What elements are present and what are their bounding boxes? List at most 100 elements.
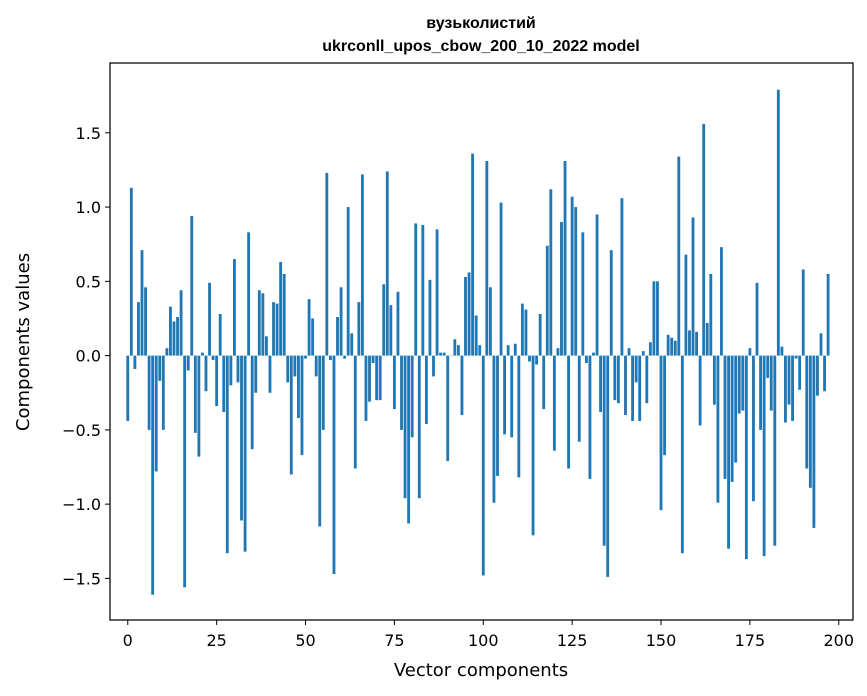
bar-65 [357, 302, 361, 356]
bar-149 [656, 281, 659, 356]
bar-115 [535, 355, 539, 365]
bar-114 [531, 355, 535, 536]
bar-109 [513, 343, 517, 356]
bar-113 [528, 355, 531, 362]
bar-141 [627, 348, 631, 356]
y-tick-label-2: −0.5 [62, 421, 101, 440]
bar-183 [776, 89, 780, 356]
bar-148 [652, 281, 656, 356]
y-tick-label-4: 0.5 [76, 272, 101, 291]
bar-89 [442, 352, 446, 356]
bar-162 [702, 123, 706, 356]
bar-49 [300, 355, 304, 456]
bar-71 [378, 355, 382, 401]
bars-group [126, 89, 830, 595]
bar-31 [236, 355, 240, 383]
bar-9 [158, 355, 162, 381]
bar-7 [151, 355, 155, 595]
bar-110 [517, 355, 521, 478]
bar-161 [698, 355, 702, 426]
bar-75 [392, 355, 396, 410]
bar-189 [798, 355, 802, 390]
bar-170 [730, 355, 734, 482]
bar-191 [805, 355, 809, 469]
bar-157 [684, 254, 688, 356]
bar-180 [766, 355, 770, 378]
bar-131 [592, 352, 595, 356]
bar-19 [193, 355, 197, 433]
bar-69 [371, 355, 375, 364]
bar-61 [343, 355, 347, 359]
y-tick-label-1: −1.0 [62, 495, 101, 514]
bar-155 [677, 156, 681, 356]
bar-132 [595, 214, 599, 356]
bar-184 [780, 346, 784, 356]
bar-143 [634, 355, 638, 383]
bar-181 [769, 355, 773, 411]
bar-5 [144, 287, 147, 356]
bar-193 [812, 355, 816, 528]
bar-108 [510, 355, 514, 438]
bar-188 [794, 355, 798, 359]
bar-104 [496, 355, 499, 476]
bar-118 [545, 245, 549, 356]
bar-119 [549, 189, 553, 356]
bar-62 [346, 207, 350, 356]
x-tick-label-50: 50 [295, 631, 315, 650]
bar-178 [759, 355, 762, 430]
bar-94 [460, 355, 464, 416]
bar-54 [318, 355, 322, 527]
bar-13 [172, 321, 176, 356]
bar-59 [336, 316, 339, 356]
bar-22 [204, 355, 208, 392]
bar-92 [453, 339, 457, 356]
x-tick-label-200: 200 [824, 631, 855, 650]
bar-33 [243, 355, 247, 552]
bar-3 [137, 302, 140, 356]
y-tick-label-3: 0.0 [76, 347, 101, 366]
bar-0 [126, 355, 130, 421]
bar-134 [602, 355, 606, 546]
bar-16 [183, 355, 187, 588]
bar-80 [410, 355, 414, 438]
bar-35 [250, 355, 254, 450]
bar-37 [257, 290, 261, 356]
bar-194 [816, 355, 819, 396]
bar-117 [542, 355, 546, 410]
bar-168 [723, 355, 727, 479]
bar-15 [179, 290, 183, 356]
bar-66 [360, 174, 364, 356]
bar-28 [225, 355, 229, 554]
bar-2 [133, 355, 137, 369]
bar-8 [154, 355, 158, 472]
bar-76 [396, 291, 400, 356]
bar-38 [261, 293, 265, 356]
bar-17 [186, 355, 190, 371]
bar-11 [165, 348, 169, 356]
x-tick-label-150: 150 [646, 631, 677, 650]
bar-135 [606, 355, 610, 577]
x-tick-label-0: 0 [123, 631, 133, 650]
bar-125 [570, 196, 574, 356]
bar-53 [314, 355, 318, 377]
bar-57 [328, 355, 332, 361]
y-tick-label-0: −1.5 [62, 569, 101, 588]
x-tick-label-125: 125 [557, 631, 588, 650]
bar-46 [289, 355, 293, 475]
bar-154 [673, 340, 677, 356]
bar-18 [190, 215, 194, 356]
y-tick-label-5: 1.0 [76, 198, 101, 217]
bar-128 [581, 232, 585, 356]
plot-frame [109, 62, 854, 621]
bar-86 [432, 355, 435, 377]
bar-137 [613, 355, 617, 401]
bar-58 [332, 355, 336, 574]
bar-139 [620, 198, 624, 356]
bar-169 [727, 355, 730, 549]
bar-129 [584, 355, 588, 364]
bar-146 [645, 355, 649, 404]
bar-26 [218, 314, 222, 356]
bar-147 [648, 342, 652, 356]
bar-133 [599, 355, 603, 413]
